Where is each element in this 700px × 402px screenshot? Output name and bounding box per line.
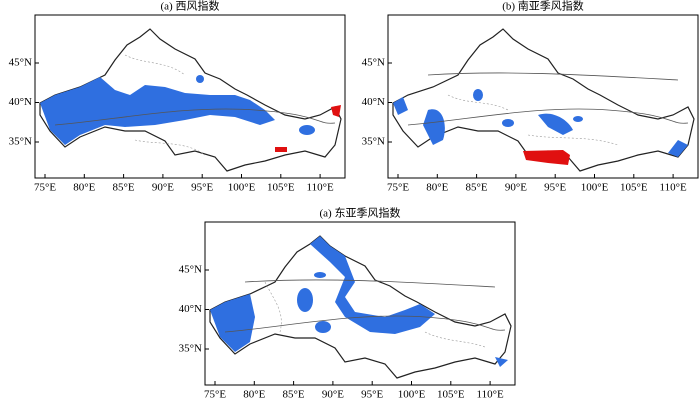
panel-title: (a) 东亚季风指数 bbox=[320, 206, 401, 220]
isoline bbox=[447, 94, 619, 146]
x-tick-label: 95°E bbox=[361, 389, 383, 401]
x-tick-label: 75°E bbox=[387, 182, 409, 194]
positive-area bbox=[473, 89, 483, 101]
positive-area bbox=[299, 125, 315, 135]
panel-title: (a) 西风指数 bbox=[161, 0, 220, 13]
x-tick-label: 80°E bbox=[243, 389, 265, 401]
positive-area bbox=[668, 140, 688, 157]
panel-title: (b) 南亚季风指数 bbox=[502, 0, 584, 13]
positive-area bbox=[196, 75, 204, 83]
x-tick-label: 110°E bbox=[476, 389, 503, 401]
river bbox=[407, 72, 689, 126]
x-tick-label: 100°E bbox=[581, 182, 609, 194]
positive-area bbox=[573, 116, 583, 122]
x-tick-label: 85°E bbox=[283, 389, 305, 401]
x-tick-label: 100°E bbox=[228, 182, 256, 194]
y-tick-label: 35°N bbox=[179, 343, 202, 355]
positive-area bbox=[495, 357, 508, 367]
x-tick-label: 105°E bbox=[437, 389, 465, 401]
y-tick-label: 40°N bbox=[179, 303, 202, 315]
x-tick-label: 75°E bbox=[34, 182, 56, 194]
x-tick-label: 105°E bbox=[620, 182, 648, 194]
y-tick-label: 45°N bbox=[362, 57, 385, 69]
positive-area bbox=[314, 272, 326, 278]
x-tick-label: 100°E bbox=[398, 389, 426, 401]
negative-area bbox=[523, 150, 570, 165]
positive-area bbox=[40, 77, 275, 145]
x-tick-label: 110°E bbox=[659, 182, 686, 194]
map-panel: (b) 南亚季风指数 75°E 80°E 85°E 90°E 95°E 100°E 105°E… bbox=[362, 0, 699, 194]
positive-area bbox=[315, 321, 331, 333]
x-tick-label: 90°E bbox=[152, 182, 174, 194]
river bbox=[224, 279, 506, 333]
y-tick-label: 45°N bbox=[179, 264, 202, 276]
x-tick-label: 85°E bbox=[466, 182, 488, 194]
y-tick-label: 40°N bbox=[362, 96, 385, 108]
positive-area bbox=[393, 97, 445, 145]
positive-area bbox=[538, 113, 573, 135]
positive-area bbox=[502, 119, 514, 127]
negative-area bbox=[331, 105, 341, 117]
positive-area bbox=[310, 236, 435, 334]
y-tick-label: 35°N bbox=[9, 136, 32, 148]
map-panel: (a) 西风指数 75°E 80°E 85°E 90°E 95°E 100°E 105°E 11… bbox=[9, 0, 346, 194]
x-tick-label: 75°E bbox=[204, 389, 226, 401]
isoline bbox=[264, 281, 486, 348]
river bbox=[54, 108, 336, 126]
y-tick-label: 35°N bbox=[362, 136, 385, 148]
positive-area bbox=[210, 294, 255, 352]
x-tick-label: 90°E bbox=[322, 389, 344, 401]
x-tick-label: 110°E bbox=[306, 182, 333, 194]
map-panel: (a) 东亚季风指数 75°E 80°E 85°E 90°E 95°E 100°E 105°E… bbox=[179, 206, 516, 401]
x-tick-label: 85°E bbox=[113, 182, 135, 194]
x-tick-label: 95°E bbox=[191, 182, 213, 194]
y-tick-label: 45°N bbox=[9, 57, 32, 69]
x-tick-label: 90°E bbox=[505, 182, 527, 194]
positive-area bbox=[297, 288, 313, 312]
isoline bbox=[124, 54, 206, 156]
x-tick-label: 105°E bbox=[267, 182, 295, 194]
x-tick-label: 80°E bbox=[426, 182, 448, 194]
negative-area bbox=[275, 147, 287, 152]
x-tick-label: 80°E bbox=[73, 182, 95, 194]
x-tick-label: 95°E bbox=[544, 182, 566, 194]
y-tick-label: 40°N bbox=[9, 96, 32, 108]
